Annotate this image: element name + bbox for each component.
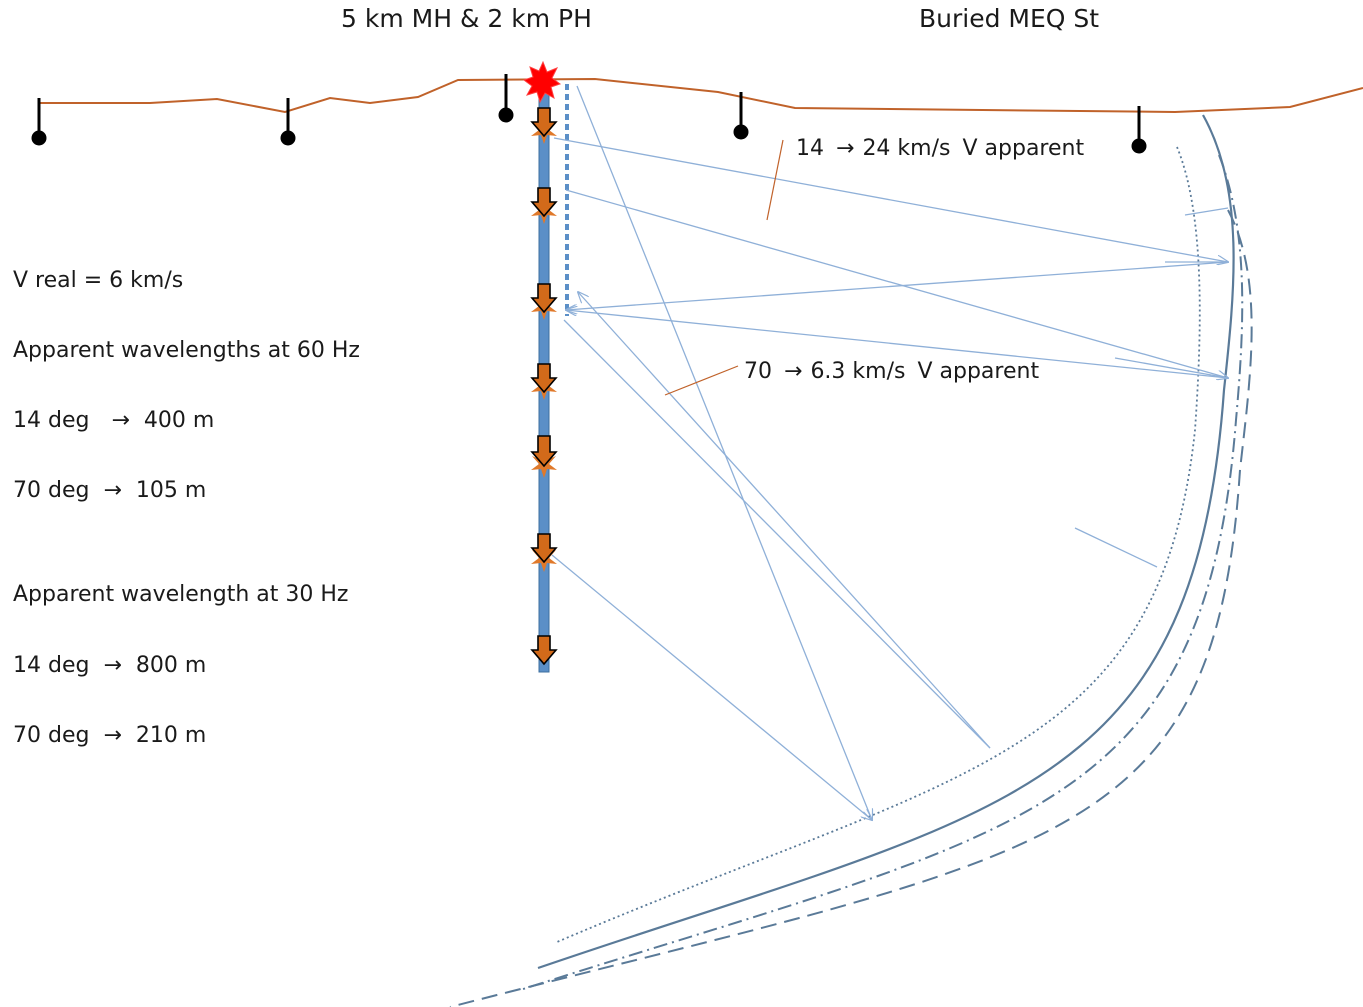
note-value: 400 m <box>143 408 215 433</box>
ray-path <box>566 262 1228 310</box>
ray-path <box>565 261 1229 311</box>
ray-path <box>551 554 872 820</box>
surface-station-4 <box>733 92 749 140</box>
note-heading-60hz: Apparent wavelengths at 60 Hz <box>13 338 360 363</box>
ray-path <box>565 189 1228 378</box>
annotation-leader-upper <box>766 139 784 221</box>
ray-path <box>578 292 991 749</box>
seismic-source-star <box>522 60 562 104</box>
receiver-3 <box>530 283 558 320</box>
receiver-5 <box>530 435 558 478</box>
note-value: 800 m <box>135 653 207 678</box>
arrow-right-icon: → <box>103 653 122 678</box>
ray-path <box>576 85 872 820</box>
ray-path <box>1114 357 1229 379</box>
annotation-upper-arrow-icon: → <box>836 136 855 161</box>
note-v-real: V real = 6 km/s <box>13 268 184 293</box>
receiver-6 <box>530 533 558 572</box>
ray-paths <box>551 85 1229 820</box>
annotation-lower-angle: 70 <box>744 359 772 384</box>
note-value: 105 m <box>135 478 207 503</box>
annotation-lower: 70 → 6.3 km/s V apparent <box>744 359 1039 385</box>
surface-station-2 <box>280 98 296 146</box>
annotation-upper-velocity: 24 km/s <box>862 136 951 161</box>
receiver-4 <box>530 363 558 400</box>
reflector-dashed-curve <box>449 209 1253 1007</box>
annotation-lower-suffix: V apparent <box>917 359 1040 384</box>
annotation-lower-arrow-icon: → <box>784 359 803 384</box>
annotation-upper-angle: 14 <box>796 136 824 161</box>
surface-topography-line <box>38 77 1363 114</box>
ray-path <box>1074 527 1158 568</box>
note-angle: 70 deg <box>13 723 90 748</box>
note-30hz-row-1: 14 deg → 800 m <box>13 653 206 679</box>
note-60hz-row-2: 70 deg → 105 m <box>13 478 206 504</box>
reflector-dashdot-curve <box>519 154 1244 991</box>
annotation-lower-velocity: 6.3 km/s <box>810 359 906 384</box>
annotation-upper-suffix: V apparent <box>962 136 1085 161</box>
note-heading-30hz: Apparent wavelength at 30 Hz <box>13 582 349 607</box>
annotation-leader-lower <box>664 365 739 396</box>
receiver-2 <box>530 187 558 224</box>
annotation-upper: 14 → 24 km/s V apparent <box>796 136 1084 162</box>
note-value: 210 m <box>135 723 207 748</box>
arrow-right-icon: → <box>103 723 122 748</box>
surface-station-1 <box>31 98 47 146</box>
reflector-solid-curve <box>537 114 1235 970</box>
ray-path <box>553 137 1228 262</box>
note-angle: 14 deg <box>13 408 90 433</box>
ray-path <box>1184 207 1229 216</box>
note-30hz-row-2: 70 deg → 210 m <box>13 723 206 749</box>
borehole-title: 5 km MH & 2 km PH <box>341 4 592 33</box>
note-60hz-row-1: 14 deg → 400 m <box>13 408 214 434</box>
receiver-7 <box>530 635 558 666</box>
surface-station-5 <box>1131 106 1147 154</box>
reflector-dotted-curve <box>556 146 1201 943</box>
meq-station-title: Buried MEQ St <box>919 4 1100 33</box>
arrow-right-icon: → <box>103 478 122 503</box>
surface-station-3 <box>498 74 514 123</box>
receiver-1 <box>530 107 558 144</box>
ray-path <box>565 309 1229 379</box>
arrow-right-icon: → <box>111 408 130 433</box>
ray-path <box>563 319 991 749</box>
note-angle: 70 deg <box>13 478 90 503</box>
note-angle: 14 deg <box>13 653 90 678</box>
